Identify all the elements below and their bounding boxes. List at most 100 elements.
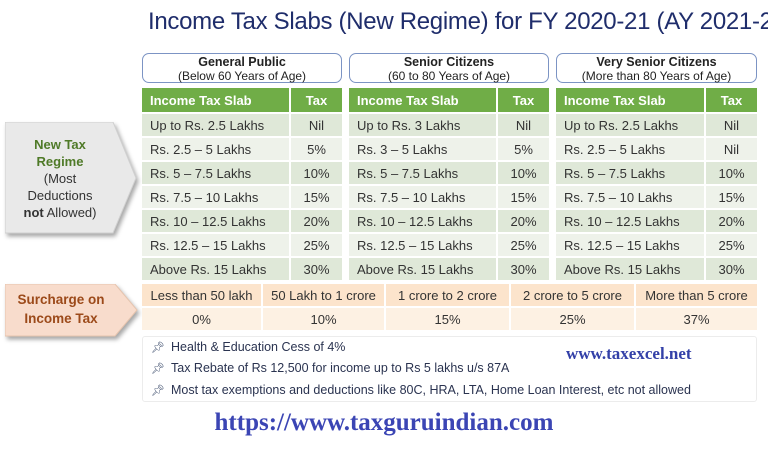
slab-cell: Rs. 3 – 5 Lakhs bbox=[349, 137, 498, 162]
tax-cell: 15% bbox=[705, 185, 757, 210]
table-row: Rs. 10 – 12.5 Lakhs 20% bbox=[349, 209, 549, 234]
tax-cell: 15% bbox=[497, 185, 549, 210]
table-row: Rs. 5 – 7.5 Lakhs 10% bbox=[142, 161, 342, 186]
slab-table-general-public: Income Tax Slab Tax Up to Rs. 2.5 Lakhs Ni… bbox=[142, 88, 342, 282]
rate-cell: 10% bbox=[262, 307, 386, 330]
slab-cell: Rs. 12.5 – 15 Lakhs bbox=[556, 233, 706, 258]
bracket-cell: 50 Lakh to 1 crore bbox=[262, 284, 386, 308]
slab-cell: Up to Rs. 2.5 Lakhs bbox=[556, 113, 706, 138]
new-tax-regime-label: New Tax Regime (Most Deductions not Allo… bbox=[5, 122, 137, 234]
arrow-shape-icon bbox=[5, 284, 138, 337]
slab-cell: Above Rs. 15 Lakhs bbox=[349, 257, 498, 282]
slab-cell: Rs. 7.5 – 10 Lakhs bbox=[349, 185, 498, 210]
notes-box: 📌︎ Health & Education Cess of 4% 📌︎ Tax Re… bbox=[142, 336, 757, 402]
group-subtitle: (60 to 80 Years of Age) bbox=[387, 69, 511, 83]
note-item: 📌︎ Most tax exemptions and deductions lik… bbox=[151, 383, 691, 397]
table-row: Rs. 7.5 – 10 Lakhs 15% bbox=[349, 185, 549, 210]
watermark-taxexcel: www.taxexcel.net bbox=[566, 344, 692, 363]
slab-cell: Rs. 5 – 7.5 Lakhs bbox=[349, 161, 498, 186]
slab-table-very-senior-citizens: Income Tax Slab Tax Up to Rs. 2.5 Lakhs Ni… bbox=[556, 88, 757, 282]
regime-line-5-rest: Allowed) bbox=[43, 205, 97, 220]
table-row: Rs. 12.5 – 15 Lakhs 25% bbox=[349, 233, 549, 258]
slab-cell: Up to Rs. 3 Lakhs bbox=[349, 113, 498, 138]
pushpin-icon: 📌︎ bbox=[151, 363, 165, 375]
table-row: Above Rs. 15 Lakhs 30% bbox=[142, 257, 342, 282]
table-row: Up to Rs. 2.5 Lakhs Nil bbox=[142, 113, 342, 138]
column-header-tax: Tax bbox=[290, 88, 342, 114]
rate-cell: 0% bbox=[142, 307, 263, 330]
tax-cell: 15% bbox=[290, 185, 342, 210]
table-row: Rs. 12.5 – 15 Lakhs 25% bbox=[556, 233, 757, 258]
slab-cell: Rs. 10 – 12.5 Lakhs bbox=[349, 209, 498, 234]
table-row: Rs. 5 – 7.5 Lakhs 10% bbox=[349, 161, 549, 186]
table-row: Rs. 2.5 – 5 Lakhs 5% bbox=[142, 137, 342, 162]
slab-cell: Rs. 10 – 12.5 Lakhs bbox=[556, 209, 706, 234]
table-row: Rs. 5 – 7.5 Lakhs 10% bbox=[556, 161, 757, 186]
bracket-cell: 1 crore to 2 crore bbox=[385, 284, 511, 308]
note-text: Most tax exemptions and deductions like … bbox=[171, 383, 691, 397]
group-header-general-public: General Public (Below 60 Years of Age) bbox=[142, 53, 342, 83]
table-row: Rs. 10 – 12.5 Lakhs 20% bbox=[556, 209, 757, 234]
tax-cell: 25% bbox=[497, 233, 549, 258]
column-header-slab: Income Tax Slab bbox=[556, 88, 706, 114]
tax-cell: 5% bbox=[497, 137, 549, 162]
table-row: Rs. 7.5 – 10 Lakhs 15% bbox=[142, 185, 342, 210]
column-header-tax: Tax bbox=[705, 88, 757, 114]
surcharge-line-2: Income Tax bbox=[24, 311, 98, 326]
slab-cell: Rs. 10 – 12.5 Lakhs bbox=[142, 209, 291, 234]
group-header-senior-citizens: Senior Citizens (60 to 80 Years of Age) bbox=[349, 53, 549, 83]
note-item: 📌︎ Health & Education Cess of 4% bbox=[151, 340, 345, 354]
note-text: Health & Education Cess of 4% bbox=[171, 340, 346, 354]
table-row: Above Rs. 15 Lakhs 30% bbox=[349, 257, 549, 282]
note-item: 📌︎ Tax Rebate of Rs 12,500 for income up … bbox=[151, 361, 509, 375]
tax-cell: 30% bbox=[497, 257, 549, 282]
table-row: Rs. 2.5 – 5 Lakhs Nil bbox=[556, 137, 757, 162]
table-row: Above Rs. 15 Lakhs 30% bbox=[556, 257, 757, 282]
page-title: Income Tax Slabs (New Regime) for FY 202… bbox=[148, 8, 768, 35]
group-name: Very Senior Citizens bbox=[596, 55, 717, 69]
tax-cell: 30% bbox=[705, 257, 757, 282]
tax-cell: 10% bbox=[290, 161, 342, 186]
group-header-very-senior-citizens: Very Senior Citizens (More than 80 Years… bbox=[556, 53, 757, 83]
regime-line-3: (Most bbox=[43, 171, 77, 186]
slab-cell: Rs. 5 – 7.5 Lakhs bbox=[556, 161, 706, 186]
regime-line-2: Regime bbox=[36, 154, 84, 169]
group-subtitle: (Below 60 Years of Age) bbox=[177, 69, 307, 83]
column-header-slab: Income Tax Slab bbox=[142, 88, 291, 114]
tax-cell: 10% bbox=[497, 161, 549, 186]
table-row: Rs. 7.5 – 10 Lakhs 15% bbox=[556, 185, 757, 210]
bracket-cell: More than 5 crore bbox=[635, 284, 757, 308]
slab-cell: Rs. 2.5 – 5 Lakhs bbox=[142, 137, 291, 162]
tax-cell: Nil bbox=[290, 113, 342, 138]
slab-cell: Rs. 7.5 – 10 Lakhs bbox=[556, 185, 706, 210]
slab-cell: Above Rs. 15 Lakhs bbox=[142, 257, 291, 282]
pushpin-icon: 📌︎ bbox=[151, 342, 165, 354]
table-row: Up to Rs. 2.5 Lakhs Nil bbox=[556, 113, 757, 138]
surcharge-table: Less than 50 lakh 50 Lakh to 1 crore 1 c… bbox=[142, 284, 757, 330]
slab-table-senior-citizens: Income Tax Slab Tax Up to Rs. 3 Lakhs Nil … bbox=[349, 88, 549, 282]
slab-cell: Rs. 12.5 – 15 Lakhs bbox=[142, 233, 291, 258]
slab-cell: Rs. 7.5 – 10 Lakhs bbox=[142, 185, 291, 210]
tax-cell: 20% bbox=[705, 209, 757, 234]
regime-line-4: Deductions bbox=[27, 188, 93, 203]
tax-cell: 20% bbox=[497, 209, 549, 234]
surcharge-brackets-row: Less than 50 lakh 50 Lakh to 1 crore 1 c… bbox=[142, 284, 757, 308]
surcharge-rates-row: 0% 10% 15% 25% 37% bbox=[142, 307, 757, 330]
watermark-taxguru: https://www.taxguruindian.com bbox=[214, 409, 554, 436]
note-text: Tax Rebate of Rs 12,500 for income up to… bbox=[171, 361, 510, 375]
group-subtitle: (More than 80 Years of Age) bbox=[581, 69, 732, 83]
bracket-cell: 2 crore to 5 crore bbox=[510, 284, 636, 308]
tax-cell: 25% bbox=[705, 233, 757, 258]
tax-cell: Nil bbox=[497, 113, 549, 138]
arrow-shape-icon bbox=[5, 122, 137, 234]
pushpin-icon: 📌︎ bbox=[151, 385, 165, 397]
bracket-cell: Less than 50 lakh bbox=[142, 284, 263, 308]
tax-cell: 10% bbox=[705, 161, 757, 186]
table-row: Up to Rs. 3 Lakhs Nil bbox=[349, 113, 549, 138]
rate-cell: 25% bbox=[510, 307, 636, 330]
table-row: Rs. 3 – 5 Lakhs 5% bbox=[349, 137, 549, 162]
table-row: Rs. 12.5 – 15 Lakhs 25% bbox=[142, 233, 342, 258]
column-header-tax: Tax bbox=[497, 88, 549, 114]
slab-cell: Above Rs. 15 Lakhs bbox=[556, 257, 706, 282]
tax-cell: Nil bbox=[705, 137, 757, 162]
